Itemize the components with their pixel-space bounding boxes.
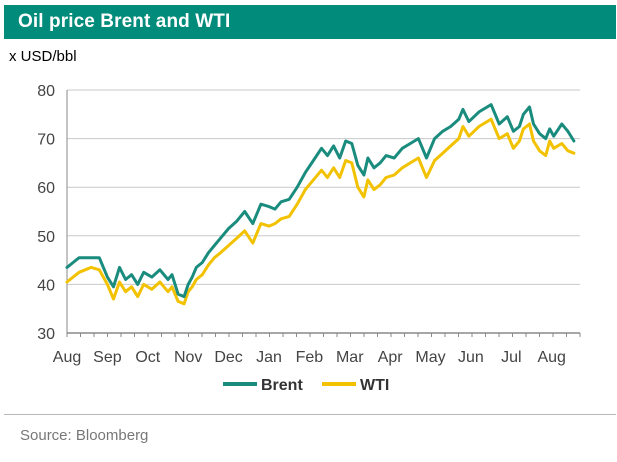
- y-axis-unit-label: x USD/bbl: [9, 48, 77, 65]
- y-tick-label-60: 60: [37, 180, 55, 197]
- y-tick-label-30: 30: [37, 326, 55, 343]
- legend-label-brent: Brent: [261, 377, 303, 394]
- axes: [66, 90, 581, 337]
- x-tick-label-5: Jan: [256, 349, 282, 366]
- x-tick-label-9: May: [415, 349, 445, 366]
- y-tick-labels: 30 40 50 60 70 80: [37, 83, 55, 343]
- chart-title: Oil price Brent and WTI: [18, 11, 231, 32]
- source-divider: [4, 414, 616, 415]
- title-bar: Oil price Brent and WTI: [4, 5, 616, 39]
- x-tick-label-10: Jun: [458, 349, 484, 366]
- y-tick-label-80: 80: [37, 83, 55, 100]
- x-tick-label-3: Nov: [174, 349, 202, 366]
- x-tick-label-2: Oct: [135, 349, 160, 366]
- x-tick-label-7: Mar: [336, 349, 364, 366]
- y-tick-label-50: 50: [37, 229, 55, 246]
- series-line-wti: [65, 117, 576, 306]
- legend-label-wti: WTI: [360, 377, 389, 394]
- x-tick-label-6: Feb: [296, 349, 324, 366]
- legend: Brent WTI: [223, 377, 389, 394]
- y-tick-label-40: 40: [37, 277, 55, 294]
- gridlines: [67, 89, 580, 285]
- y-tick-label-70: 70: [37, 132, 55, 149]
- x-tick-label-4: Dec: [214, 349, 242, 366]
- x-tick-label-11: Jul: [501, 349, 521, 366]
- series-line-brent: [65, 103, 576, 299]
- x-tick-label-1: Sep: [93, 349, 122, 366]
- x-tick-labels: Aug Sep Oct Nov Dec Jan Feb Mar Apr May Jun Jul Aug: [53, 349, 566, 366]
- line-chart: 30 40 50 60 70 80 Aug Sep Oct Nov Dec Jan Feb Mar Apr…: [37, 83, 581, 394]
- x-tick-label-0: Aug: [53, 349, 81, 366]
- x-tick-label-8: Apr: [378, 349, 404, 366]
- source-note: Source: Bloomberg: [20, 427, 149, 444]
- x-tick-label-12: Aug: [537, 349, 565, 366]
- series-lines: [65, 103, 576, 306]
